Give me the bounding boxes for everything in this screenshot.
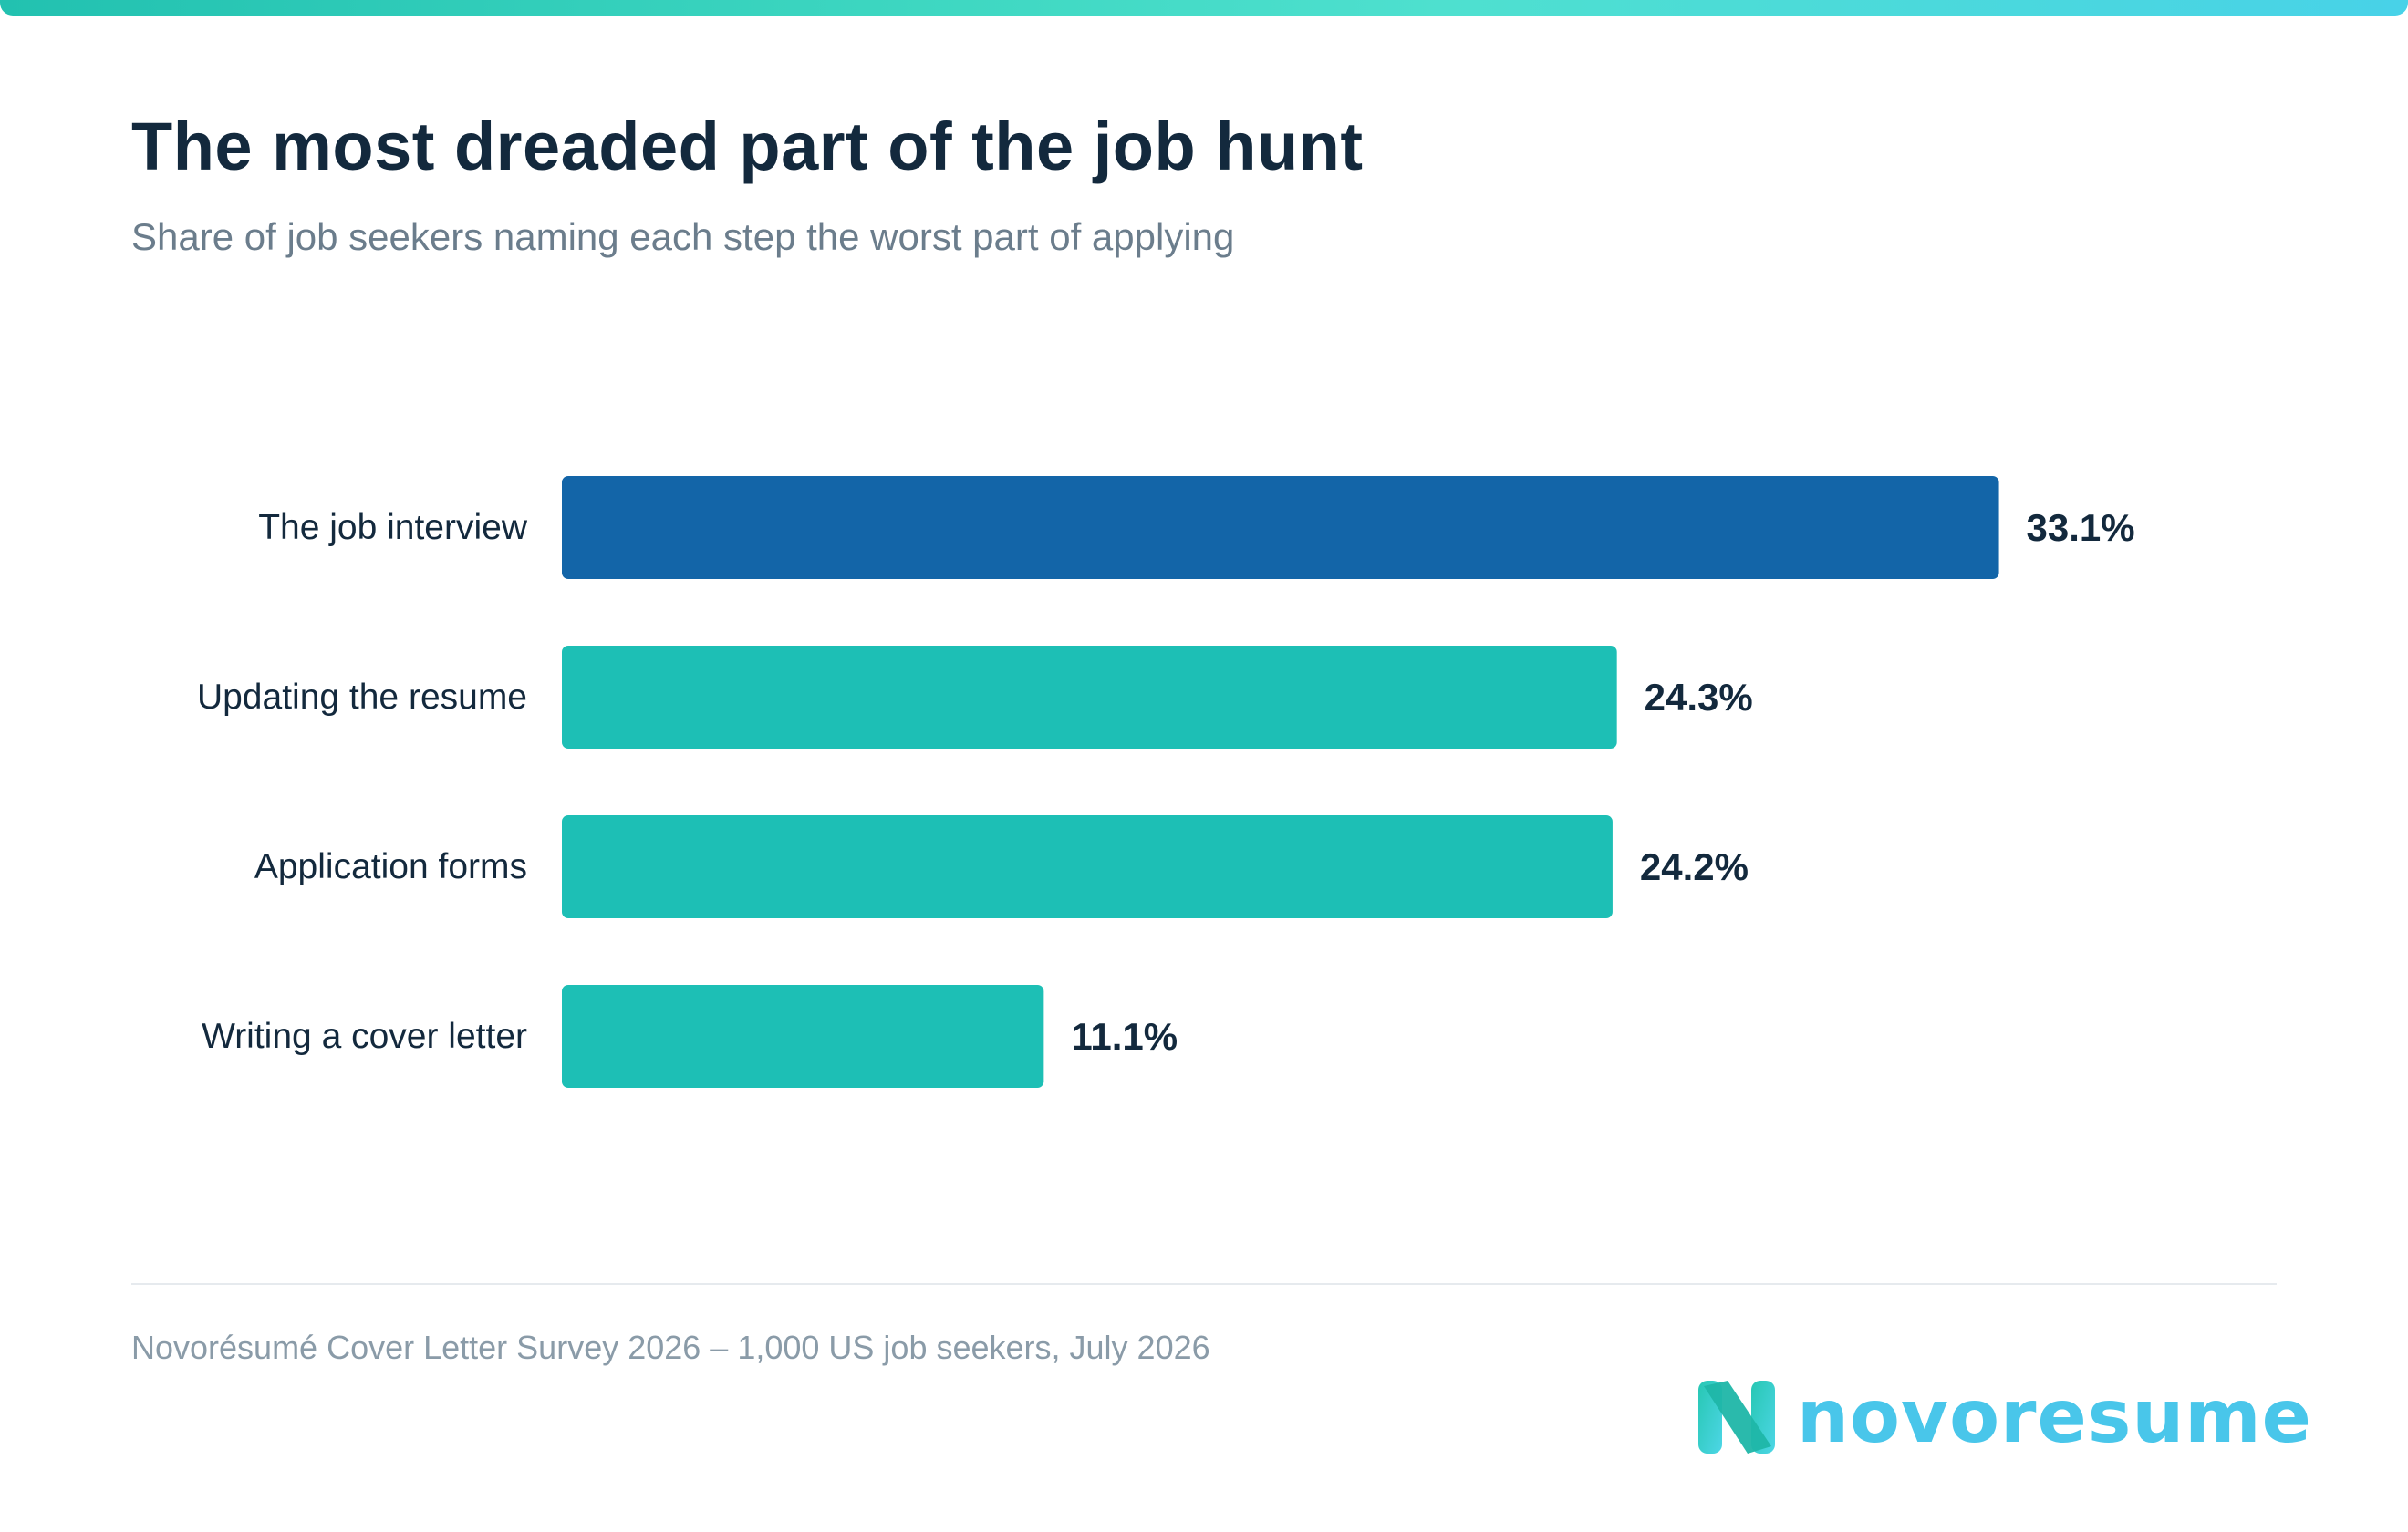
bar-group: Application forms 24.2% — [254, 815, 1749, 918]
value-label: 33.1% — [2027, 506, 2135, 549]
source-footnote: Novorésumé Cover Letter Survey 2026 – 1,… — [131, 1329, 1210, 1366]
bar — [562, 985, 1044, 1088]
chart-subtitle: Share of job seekers naming each step th… — [131, 215, 1235, 258]
bar — [562, 646, 1617, 749]
category-label: The job interview — [258, 508, 528, 547]
novoresume-logo: novoresume — [1695, 1373, 2312, 1461]
category-label: Writing a cover letter — [202, 1017, 527, 1056]
accent-top-bar — [0, 0, 2408, 16]
bar-group: Updating the resume 24.3% — [197, 646, 1753, 749]
value-label: 24.3% — [1645, 676, 1753, 719]
bar-chart: The job interview 33.1% Updating the resum… — [197, 476, 2135, 1088]
value-label: 24.2% — [1640, 845, 1749, 888]
category-label: Updating the resume — [197, 678, 527, 717]
bar — [562, 476, 1999, 579]
bar-group: The job interview 33.1% — [258, 476, 2135, 579]
bar-group: Writing a cover letter 11.1% — [202, 985, 1178, 1088]
value-label: 11.1% — [1071, 1015, 1178, 1058]
bar — [562, 815, 1613, 918]
category-label: Application forms — [254, 847, 527, 886]
footer-divider — [131, 1283, 2277, 1285]
chart-title: The most dreaded part of the job hunt — [131, 109, 1364, 184]
n-logo-icon — [1698, 1381, 1775, 1454]
logo-wordmark: novoresume — [1797, 1374, 2312, 1459]
